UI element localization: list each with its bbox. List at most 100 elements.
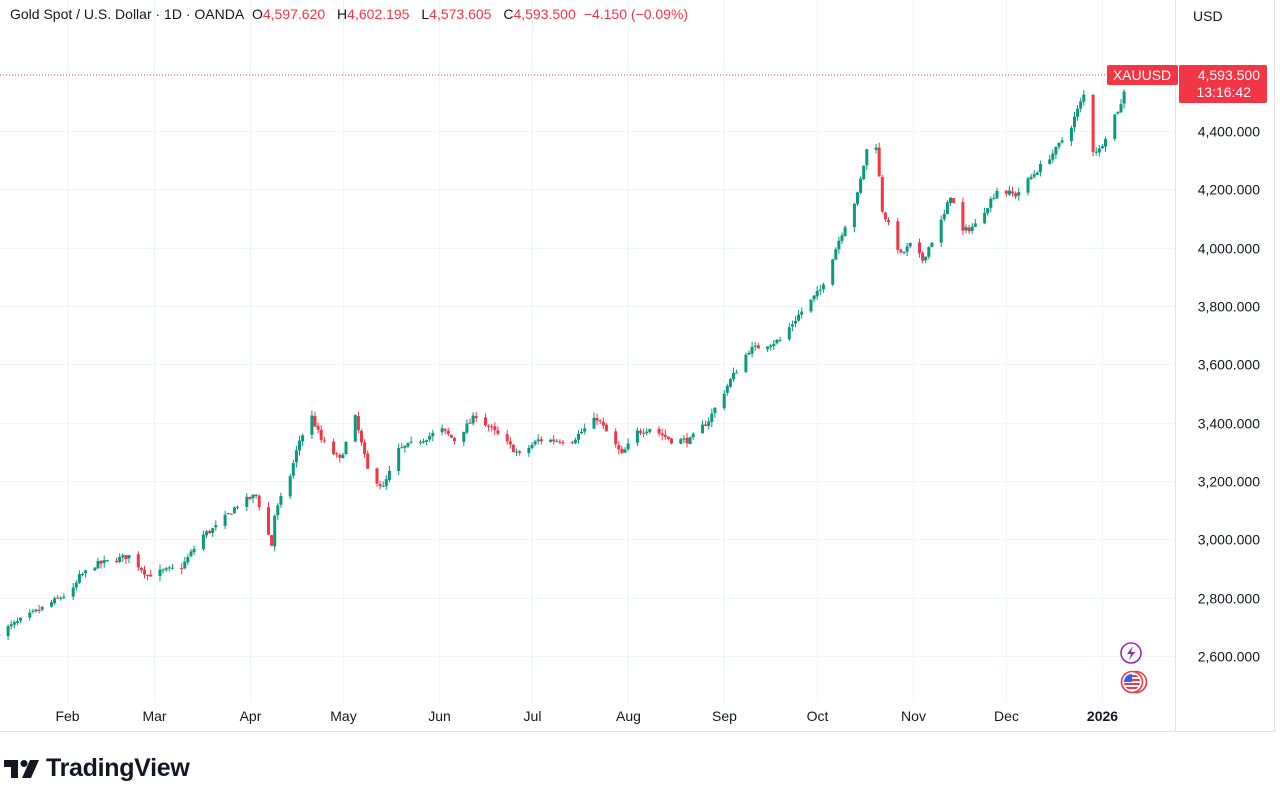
candle-up (973, 218, 977, 227)
candle-down (660, 428, 664, 441)
candle-up (645, 428, 649, 436)
candle-up (28, 609, 32, 621)
candle-up (815, 285, 819, 300)
candle-up (834, 247, 838, 260)
candle-up (908, 242, 912, 249)
last-price-tag: 4,593.500 13:16:42 (1179, 65, 1267, 103)
currency-button[interactable]: USD (1193, 8, 1223, 24)
time-tick-label: Aug (616, 708, 641, 724)
candle-up (465, 419, 469, 435)
candle-up (986, 207, 990, 216)
candle-up (161, 568, 165, 574)
candle-up (515, 448, 518, 457)
time-tick-label: Apr (240, 708, 262, 724)
candle-up (536, 434, 540, 445)
candle-down (443, 428, 447, 435)
candle-down (883, 211, 887, 223)
close-value: 4,593.500 (513, 6, 576, 22)
candle-up (1073, 111, 1076, 132)
candle-down (229, 513, 233, 515)
candle-down (595, 413, 599, 426)
candle-down (952, 198, 956, 204)
candle-up (939, 215, 943, 248)
candle-up (527, 445, 531, 457)
candle-up (1122, 89, 1126, 109)
candle-up (592, 412, 596, 429)
us-flag-event-icon[interactable] (1120, 670, 1148, 694)
candle-down (446, 427, 450, 437)
candle-up (121, 553, 125, 563)
candle-down (1091, 94, 1095, 157)
candle-up (294, 445, 298, 468)
tradingview-logo[interactable]: TradingView (4, 754, 190, 783)
candle-up (812, 295, 816, 303)
candle-down (484, 413, 487, 427)
candle-up (840, 232, 844, 245)
candle-up (19, 617, 22, 624)
candle-down (670, 437, 673, 445)
candle-up (583, 423, 587, 435)
lightning-event-icon[interactable] (1120, 642, 1142, 664)
candle-up (422, 438, 425, 444)
candle-up (573, 437, 577, 445)
candle-up (1017, 187, 1021, 201)
time-tick-label: Mar (142, 708, 166, 724)
candle-down (208, 529, 212, 535)
candle-up (245, 493, 249, 512)
candle-up (310, 410, 314, 439)
candle-down (449, 434, 453, 439)
candle-up (34, 608, 38, 613)
time-tick-label: Oct (807, 708, 829, 724)
candle-down (704, 420, 708, 427)
candle-down (601, 417, 605, 430)
candle-up (859, 176, 863, 195)
candle-down (332, 438, 336, 456)
candle-down (124, 555, 128, 565)
high-label: H (337, 6, 348, 22)
candle-up (623, 447, 627, 453)
candle-down (552, 434, 556, 445)
candle-up (12, 620, 16, 629)
candle-up (406, 442, 410, 448)
candle-down (663, 429, 667, 441)
candle-up (186, 554, 190, 566)
time-tick-label: Nov (901, 708, 926, 724)
candle-up (992, 193, 996, 201)
candle-up (226, 512, 230, 515)
candle-down (620, 445, 624, 454)
price-tick-label: 3,800.000 (1198, 299, 1260, 315)
time-tick-label: Jun (428, 708, 451, 724)
candle-up (291, 459, 295, 480)
candle-down (267, 501, 270, 536)
candle-down (474, 412, 478, 423)
candle-up (50, 600, 53, 608)
candle-up (778, 336, 782, 343)
candle-up (775, 339, 779, 345)
candle-up (214, 520, 218, 531)
candle-up (688, 436, 692, 445)
candle-up (400, 442, 404, 449)
candle-up (1097, 144, 1101, 157)
candle-up (62, 593, 66, 600)
candle-up (924, 256, 928, 264)
candle-up (288, 473, 292, 499)
candle-up (74, 580, 78, 592)
symbol-description: Gold Spot / U.S. Dollar · 1D · OANDA (10, 6, 245, 22)
candle-up (344, 441, 348, 456)
candle-up (790, 320, 794, 332)
candle-up (183, 556, 187, 570)
candle-up (276, 503, 280, 520)
candle-up (753, 341, 757, 352)
candle-up (747, 350, 751, 356)
candle-up (555, 438, 559, 443)
candle-up (701, 420, 704, 434)
candle-down (139, 566, 143, 574)
candle-up (167, 565, 171, 572)
candle-down (1011, 186, 1014, 197)
candle-up (930, 242, 934, 248)
time-tick-label: 2026 (1087, 708, 1118, 724)
candle-up (381, 481, 385, 487)
candle-up (471, 412, 475, 426)
price-tick-label: 3,000.000 (1198, 532, 1260, 548)
